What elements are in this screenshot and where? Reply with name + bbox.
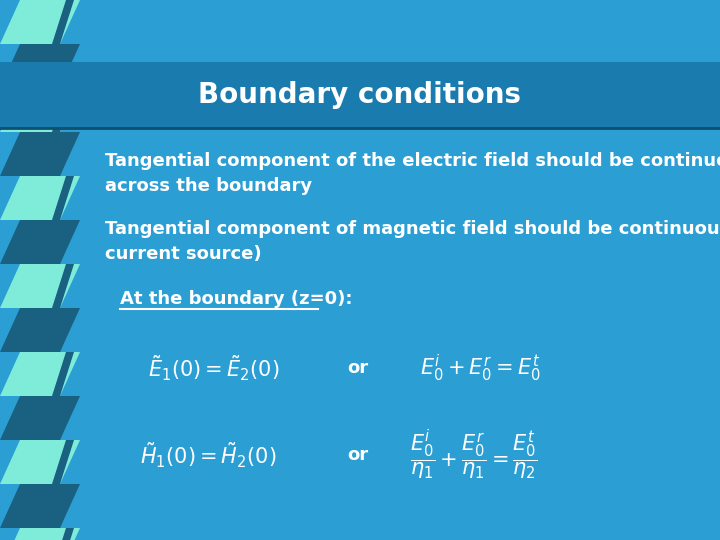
Polygon shape [0,484,80,528]
Text: Tangential component of the electric field should be continuous
across the bound: Tangential component of the electric fie… [105,152,720,195]
Polygon shape [0,0,80,44]
Text: Boundary conditions: Boundary conditions [199,81,521,109]
Polygon shape [52,44,74,88]
Polygon shape [52,0,74,44]
Polygon shape [52,352,74,396]
Polygon shape [52,528,74,540]
Text: $\dfrac{E_0^i}{\eta_1} + \dfrac{E_0^r}{\eta_1} = \dfrac{E_0^t}{\eta_2}$: $\dfrac{E_0^i}{\eta_1} + \dfrac{E_0^r}{\… [410,428,538,482]
Polygon shape [0,132,80,176]
Polygon shape [0,220,80,264]
Polygon shape [52,440,74,484]
Text: At the boundary (z=0):: At the boundary (z=0): [120,290,353,308]
Text: or: or [348,446,369,464]
Polygon shape [52,132,74,176]
Text: $E_0^i + E_0^r = E_0^t$: $E_0^i + E_0^r = E_0^t$ [420,353,541,383]
Polygon shape [0,528,80,540]
Polygon shape [0,440,80,484]
Polygon shape [0,396,80,440]
Polygon shape [52,484,74,528]
Polygon shape [52,176,74,220]
Polygon shape [52,88,74,132]
Text: $\tilde{E}_1(0) = \tilde{E}_2(0)$: $\tilde{E}_1(0) = \tilde{E}_2(0)$ [148,353,279,383]
Polygon shape [0,44,80,88]
Polygon shape [0,264,80,308]
Polygon shape [52,396,74,440]
Polygon shape [0,308,80,352]
Polygon shape [0,176,80,220]
Polygon shape [52,264,74,308]
Text: $\tilde{H}_1(0) = \tilde{H}_2(0)$: $\tilde{H}_1(0) = \tilde{H}_2(0)$ [140,440,276,470]
FancyBboxPatch shape [0,62,720,128]
Polygon shape [52,308,74,352]
Text: Tangential component of magnetic field should be continuous (no
current source): Tangential component of magnetic field s… [105,220,720,263]
Polygon shape [0,88,80,132]
Polygon shape [52,220,74,264]
Text: or: or [348,359,369,377]
Polygon shape [0,352,80,396]
